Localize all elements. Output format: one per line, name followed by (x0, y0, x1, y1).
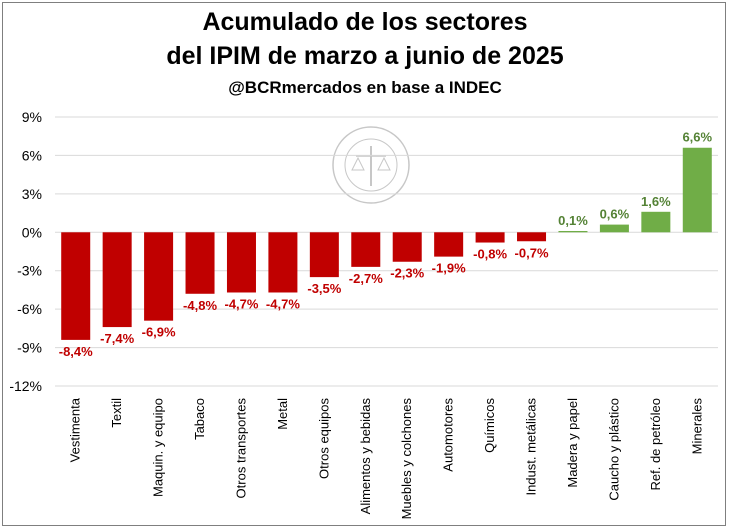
bar (351, 232, 381, 267)
bar (517, 232, 547, 242)
bar (102, 232, 132, 328)
data-label: -1,9% (432, 261, 466, 276)
data-label: 6,6% (682, 130, 712, 145)
category-label: Madera y papel (565, 398, 580, 488)
bar (309, 232, 339, 278)
category-label: Tabaco (192, 398, 207, 440)
category-label: Textil (109, 398, 124, 428)
data-label: -0,7% (515, 245, 549, 260)
y-tick-label: -12% (9, 378, 42, 394)
category-label: Ref. de petróleo (648, 398, 663, 491)
data-label: -4,7% (266, 296, 300, 311)
data-label: -4,7% (224, 296, 258, 311)
bar (599, 224, 629, 233)
category-label: Automotores (441, 398, 456, 472)
data-label: 0,1% (558, 213, 588, 228)
category-label: Vestimenta (68, 397, 83, 462)
data-label: -7,4% (100, 331, 134, 346)
data-label: -2,3% (390, 266, 424, 281)
chart-subtitle: @BCRmercados en base a INDEC (228, 78, 502, 97)
category-label: Alimentos y bebidas (358, 398, 373, 515)
data-label: -0,8% (473, 247, 507, 262)
y-tick-label: -9% (17, 340, 42, 356)
y-tick-label: -3% (17, 263, 42, 279)
category-label: Metal (275, 398, 290, 430)
bar (641, 211, 671, 233)
y-tick-label: 6% (22, 147, 42, 163)
category-label: Otros transportes (233, 398, 248, 499)
data-label: 0,6% (600, 207, 630, 222)
category-label: Caucho y plástico (606, 398, 621, 501)
bar (61, 232, 91, 340)
category-label: Químicos (482, 398, 497, 453)
y-tick-label: 0% (22, 224, 42, 240)
category-label: Minerales (689, 398, 704, 455)
data-label: -4,8% (183, 298, 217, 313)
bar (185, 232, 215, 294)
category-label: Muebles y colchones (399, 398, 414, 520)
watermark-seal-icon (332, 126, 410, 204)
category-label: Maquin. y equipo (151, 398, 166, 497)
chart-title-line1: Acumulado de los sectores (202, 8, 528, 36)
bar (144, 232, 174, 321)
bar (682, 147, 712, 233)
bar (268, 232, 298, 293)
y-tick-label: 9% (22, 109, 42, 125)
bar (434, 232, 464, 257)
y-axis-ticks: 9% 6% 3% 0% -3% -6% -9% -12% (9, 109, 42, 394)
chart-title-line2: del IPIM de marzo a junio de 2025 (166, 42, 564, 70)
bar (226, 232, 256, 293)
category-label: Indust. metálicas (524, 398, 539, 496)
bar (392, 232, 422, 262)
data-label: -6,9% (142, 325, 176, 340)
data-label: -3,5% (307, 281, 341, 296)
bar (558, 231, 588, 233)
category-label: Otros equipos (316, 398, 331, 479)
data-label: -8,4% (59, 344, 93, 359)
data-labels: -8,4% -7,4% -6,9% -4,8% -4,7% -4,7% -3,5% -2,7%… (59, 130, 713, 359)
y-tick-label: -6% (17, 301, 42, 317)
category-labels: Vestimenta Textil Maquin. y equipo Tabaco Ot… (68, 397, 705, 519)
bar (475, 232, 505, 243)
bars (61, 147, 712, 340)
data-label: -2,7% (349, 271, 383, 286)
y-tick-label: 3% (22, 186, 42, 202)
data-label: 1,6% (641, 194, 671, 209)
